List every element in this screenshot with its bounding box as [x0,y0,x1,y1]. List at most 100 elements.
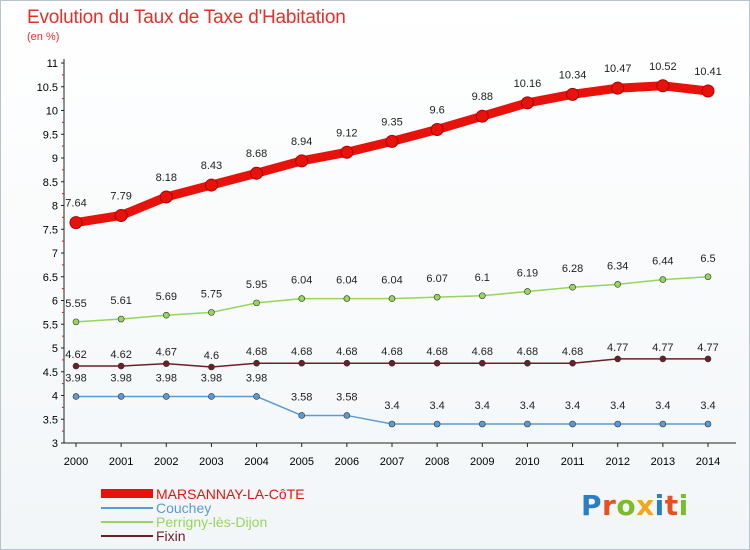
data-point [659,420,667,428]
data-point [569,420,576,428]
x-tick-label: 2004 [244,456,268,468]
data-label: 6.34 [607,260,628,272]
x-tick-label: 2000 [64,456,88,468]
data-label: 3.4 [565,400,580,412]
data-point [520,96,534,110]
data-label: 10.47 [604,63,632,75]
data-point [69,216,83,230]
data-point [569,283,576,291]
data-point [566,87,580,101]
data-label: 8.94 [291,136,312,148]
data-point [208,363,215,371]
data-label: 8.68 [246,148,267,160]
data-label: 9.6 [429,105,444,117]
data-label: 3.4 [429,400,444,412]
data-point [475,109,489,123]
data-point [343,412,351,419]
data-point [614,281,622,288]
data-point [250,166,264,180]
chart-title: Evolution du Taux de Taxe d'Habitation [27,7,346,28]
x-tick-label: 2010 [515,456,539,468]
data-label: 4.68 [336,346,357,358]
y-tick-label: 7.5 [43,224,58,236]
legend-swatch [101,535,153,537]
logo-letter: r [602,489,617,522]
data-point [704,420,712,428]
data-label: 7.64 [65,198,86,210]
logo-letter: i [678,489,689,522]
data-label: 9.35 [381,116,402,128]
data-label: 4.62 [65,349,86,361]
x-tick-label: 2012 [605,456,629,468]
data-point [611,81,625,95]
data-point [433,293,441,301]
data-label: 8.18 [156,172,177,184]
legend-swatch [101,521,153,523]
y-tick-label: 7 [52,248,58,260]
data-point [614,355,622,363]
data-point [117,315,125,323]
legend-swatch [101,507,153,509]
data-point [385,134,399,148]
data-point [343,359,351,367]
data-point [162,360,170,367]
y-tick-label: 3 [52,438,58,450]
data-label: 4.68 [426,346,447,358]
data-label: 4.77 [607,342,628,354]
logo-letter: o [616,489,637,522]
data-point [298,412,306,419]
x-tick-label: 2006 [335,456,359,468]
data-point [298,359,306,367]
data-label: 9.12 [336,127,357,139]
legend-swatch [101,489,153,498]
y-tick-label: 9 [52,153,58,165]
data-label: 3.4 [700,400,715,412]
data-label: 10.34 [559,69,587,81]
data-label: 3.4 [655,400,670,412]
data-point [659,276,667,283]
data-label: 5.75 [201,288,222,300]
data-point [204,178,218,192]
data-point [430,123,444,136]
y-tick-label: 9.5 [43,129,58,141]
data-label: 3.98 [110,372,131,384]
data-label: 4.68 [472,346,493,358]
data-label: 6.04 [336,275,357,287]
x-tick-label: 2005 [289,456,313,468]
data-point [253,359,260,367]
data-label: 3.98 [156,372,177,384]
y-tick-label: 3.5 [43,414,58,426]
data-point [340,145,354,159]
x-tick-label: 2014 [696,456,720,468]
data-point [524,359,531,367]
data-point [433,359,441,367]
data-point [388,420,396,428]
data-point [433,420,441,428]
data-point [478,292,486,300]
x-tick-label: 2001 [109,456,133,468]
data-label: 10.41 [694,66,722,78]
logo-letter: P [581,489,603,522]
data-label: 4.6 [204,350,219,362]
data-point [701,84,715,98]
data-label: 4.67 [156,347,177,359]
x-tick-label: 2011 [561,456,585,468]
data-label: 8.43 [201,160,222,172]
data-point [656,79,670,93]
x-tick-label: 2002 [154,456,178,468]
y-tick-label: 10 [46,106,58,118]
data-point [72,318,80,326]
data-point [253,393,260,400]
data-label: 3.4 [610,400,625,412]
legend-label: Couchey [156,500,212,516]
logo-letter: x [636,489,655,522]
y-tick-label: 6.5 [43,272,58,284]
chart-unit-label: (en %) [27,31,60,43]
data-point [524,420,531,428]
data-point [569,359,576,367]
y-tick-label: 5.5 [43,319,58,331]
data-point [253,299,260,307]
data-label: 6.07 [426,273,447,285]
data-point [478,359,486,367]
